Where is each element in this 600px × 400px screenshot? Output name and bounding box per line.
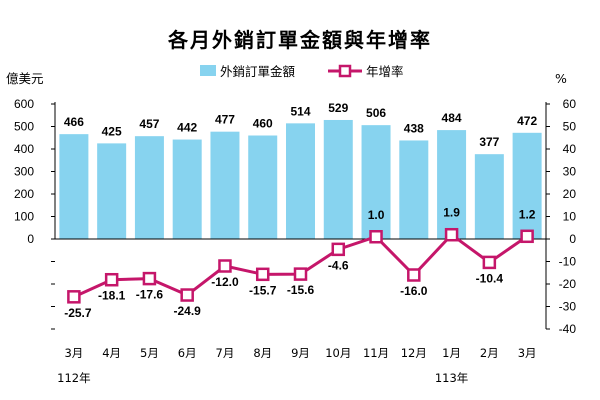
right-tick-label: -10 — [559, 255, 577, 269]
left-tick-label: 500 — [14, 120, 34, 134]
bar — [361, 125, 391, 239]
bar-series: 466 425 457 442 477 460 514 529 506 438 484 377 472 — [59, 101, 542, 239]
rate-value-label: -24.9 — [174, 304, 202, 318]
right-axis-unit: % — [555, 71, 567, 86]
rate-value-label: -10.4 — [476, 271, 504, 285]
right-tick-label: 10 — [563, 210, 577, 224]
year-label: 113年 — [435, 371, 468, 385]
right-tick-label: -20 — [559, 277, 577, 291]
rate-marker — [180, 288, 194, 302]
rate-value-label: -15.7 — [249, 283, 277, 297]
category-label: 2月 — [480, 346, 499, 360]
left-tick-label: 300 — [14, 165, 34, 179]
rate-marker — [218, 259, 232, 273]
left-axis-unit: 億美元 — [6, 71, 44, 86]
rate-value-label: -15.6 — [287, 283, 315, 297]
category-label: 12月 — [401, 346, 427, 360]
bar-value-label: 438 — [404, 121, 424, 135]
rate-marker — [142, 271, 157, 286]
rate-marker — [331, 242, 346, 257]
rate-marker — [255, 267, 270, 282]
left-tick-label: 200 — [14, 187, 34, 201]
rate-value-label: -17.6 — [136, 288, 164, 302]
right-tick-label: 30 — [563, 165, 577, 179]
rate-marker — [293, 267, 308, 281]
category-label: 9月 — [291, 346, 310, 360]
right-tick-label: -30 — [559, 300, 577, 314]
right-tick-label: 0 — [569, 232, 576, 246]
bar-value-label: 457 — [139, 117, 159, 131]
rate-value-label: -16.0 — [400, 284, 428, 298]
bar-value-label: 529 — [328, 101, 348, 115]
rate-value-label: 1.9 — [443, 206, 460, 220]
right-tick-label: 60 — [563, 97, 577, 111]
bar — [172, 139, 202, 239]
bar — [286, 123, 315, 239]
bar-value-label: 466 — [64, 115, 84, 129]
bar — [323, 119, 353, 239]
category-label: 6月 — [178, 346, 197, 360]
bar-value-label: 514 — [290, 104, 310, 118]
rate-value-label: 1.2 — [519, 207, 536, 221]
bar-value-label: 477 — [215, 113, 235, 127]
rate-value-label: 1.0 — [368, 208, 385, 222]
bar-value-label: 484 — [442, 111, 462, 125]
rate-marker — [444, 227, 459, 242]
right-tick-label: 50 — [563, 120, 577, 134]
right-tick-label: 20 — [563, 187, 577, 201]
bar — [210, 131, 240, 239]
right-tick-label: -40 — [559, 322, 577, 336]
left-tick-label: 0 — [27, 232, 34, 246]
rate-marker — [369, 230, 383, 244]
legend: 外銷訂單金額 年增率 — [200, 64, 404, 79]
year-label: 112年 — [57, 371, 90, 385]
left-tick-label: 400 — [14, 142, 34, 156]
rate-series: -25.7 -18.1 -17.6 -24.9 -12.0 -15.7 -15.6 -4.6 1… — [64, 206, 536, 320]
category-label: 3月 — [518, 346, 537, 360]
category-label: 10月 — [325, 346, 351, 360]
bar-value-label: 377 — [479, 135, 499, 149]
category-labels: 3月 4月 5月 6月 7月 8月 9月 10月 11月 12月 1月 2月 3月 112年 113年 — [57, 346, 536, 385]
chart-title: 各月外銷訂單金額與年增率 — [167, 28, 432, 52]
left-tick-label: 100 — [14, 210, 34, 224]
bar — [134, 136, 164, 239]
bar-value-label: 506 — [366, 106, 386, 120]
category-label: 8月 — [253, 346, 272, 360]
legend-line-label: 年增率 — [366, 64, 404, 79]
rate-value-label: -18.1 — [98, 289, 126, 303]
category-label: 7月 — [216, 346, 235, 360]
legend-bar-label: 外銷訂單金額 — [220, 64, 296, 79]
rate-marker — [407, 268, 421, 282]
axes: 60050040030020010006050403020100-10-20-3… — [14, 97, 576, 336]
rate-marker — [104, 272, 119, 287]
bar-value-label: 460 — [253, 117, 273, 131]
category-label: 11月 — [363, 346, 389, 360]
bar — [248, 135, 278, 239]
legend-bar-swatch — [200, 65, 216, 76]
bar — [437, 130, 467, 239]
bar-value-label: 425 — [102, 124, 122, 138]
category-label: 3月 — [64, 346, 83, 360]
rate-marker — [67, 290, 81, 304]
rate-value-label: -4.6 — [328, 258, 349, 272]
bar — [512, 132, 542, 239]
rate-value-label: -25.7 — [64, 306, 92, 320]
category-label: 1月 — [442, 346, 461, 360]
bar — [399, 140, 429, 239]
category-label: 5月 — [140, 346, 159, 360]
bar — [59, 134, 89, 239]
rate-marker — [482, 255, 497, 270]
right-tick-label: 40 — [563, 142, 577, 156]
rate-value-label: -12.0 — [211, 275, 239, 289]
rate-marker — [520, 229, 534, 244]
bar — [97, 143, 127, 239]
category-label: 4月 — [102, 346, 121, 360]
bar-value-label: 472 — [517, 114, 537, 128]
bar-value-label: 442 — [177, 121, 197, 135]
legend-line-marker — [338, 64, 352, 78]
left-tick-label: 600 — [14, 97, 34, 111]
bar — [474, 154, 504, 239]
